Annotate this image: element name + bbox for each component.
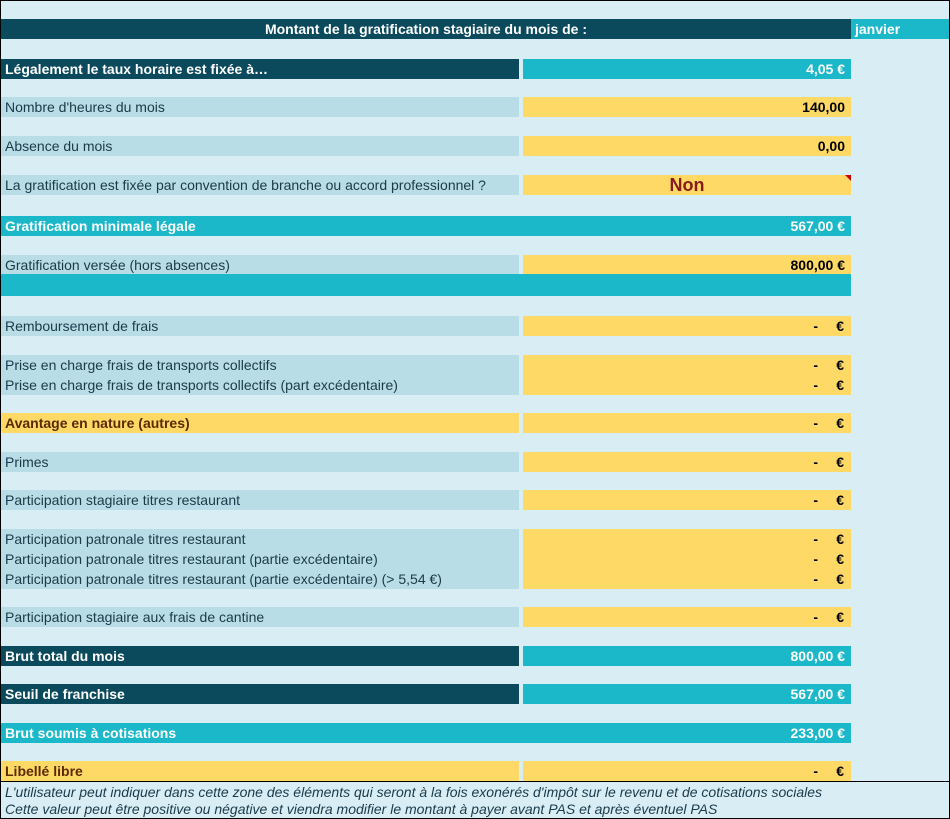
label-tr-patronale: Participation patronale titres restauran… <box>1 529 519 549</box>
month-cell[interactable]: janvier <box>851 19 949 39</box>
euro-sign: € <box>836 531 844 547</box>
input-avantage-nature[interactable]: - € <box>523 413 851 433</box>
comment-indicator-icon[interactable] <box>845 175 851 181</box>
input-libelle-libre[interactable]: - € <box>523 761 851 781</box>
value-gratification-minimale: 567,00 € <box>523 216 851 236</box>
convention-value: Non <box>669 175 705 195</box>
input-primes[interactable]: - € <box>523 452 851 472</box>
euro-sign: € <box>836 571 844 587</box>
dash: - <box>813 318 818 334</box>
input-tr-stagiaire[interactable]: - € <box>523 490 851 510</box>
label-transports-excedent: Prise en charge frais de transports coll… <box>1 375 519 395</box>
label-gratification-minimale: Gratification minimale légale <box>1 216 523 236</box>
select-convention[interactable]: Non <box>523 175 851 195</box>
input-transports[interactable]: - € <box>523 355 851 375</box>
label-taux-horaire: Légalement le taux horaire est fixée à… <box>1 59 519 79</box>
input-tr-patronale[interactable]: - € <box>523 529 851 549</box>
dash: - <box>813 377 818 393</box>
value-seuil-franchise: 567,00 € <box>523 684 851 704</box>
euro-sign: € <box>836 454 844 470</box>
label-remboursement-frais: Remboursement de frais <box>1 316 519 336</box>
label-absence: Absence du mois <box>1 136 519 156</box>
label-cantine: Participation stagiaire aux frais de can… <box>1 607 519 627</box>
dash: - <box>813 492 818 508</box>
label-heures: Nombre d'heures du mois <box>1 97 519 117</box>
label-gratification-versee: Gratification versée (hors absences) <box>1 255 519 275</box>
label-avantage-nature: Avantage en nature (autres) <box>1 413 519 433</box>
value-brut-cotisations: 233,00 € <box>523 723 851 743</box>
separator-band <box>1 274 851 296</box>
label-tr-patronale-excedent-554: Participation patronale titres restauran… <box>1 569 519 589</box>
value-brut-total: 800,00 € <box>523 646 851 666</box>
label-convention: La gratification est fixée par conventio… <box>1 175 519 195</box>
dash: - <box>813 763 818 779</box>
note-line-1: L'utilisateur peut indiquer dans cette z… <box>5 784 823 800</box>
label-libelle-libre[interactable]: Libellé libre <box>1 761 519 781</box>
dash: - <box>813 609 818 625</box>
label-brut-cotisations: Brut soumis à cotisations <box>1 723 523 743</box>
note-line-2: Cette valeur peut être positive ou négat… <box>5 801 718 817</box>
info-note: L'utilisateur peut indiquer dans cette z… <box>1 781 949 818</box>
input-remboursement-frais[interactable]: - € <box>523 316 851 336</box>
dash: - <box>813 551 818 567</box>
dash: - <box>813 571 818 587</box>
value-tr-patronale-excedent: - € <box>523 549 851 569</box>
input-heures[interactable]: 140,00 <box>523 97 851 117</box>
sheet-title: Montant de la gratification stagiaire du… <box>1 19 851 39</box>
label-tr-patronale-excedent: Participation patronale titres restauran… <box>1 549 519 569</box>
label-seuil-franchise: Seuil de franchise <box>1 684 519 704</box>
dash: - <box>813 454 818 470</box>
value-taux-horaire[interactable]: 4,05 € <box>523 59 851 79</box>
euro-sign: € <box>836 551 844 567</box>
label-transports: Prise en charge frais de transports coll… <box>1 355 519 375</box>
dash: - <box>813 357 818 373</box>
value-tr-patronale-excedent-554: - € <box>523 569 851 589</box>
input-gratification-versee[interactable]: 800,00 € <box>523 255 851 275</box>
dash: - <box>813 415 818 431</box>
euro-sign: € <box>836 377 844 393</box>
input-cantine[interactable]: - € <box>523 607 851 627</box>
label-tr-stagiaire: Participation stagiaire titres restauran… <box>1 490 519 510</box>
label-brut-total: Brut total du mois <box>1 646 519 666</box>
label-primes: Primes <box>1 452 519 472</box>
dash: - <box>813 531 818 547</box>
value-transports-excedent: - € <box>523 375 851 395</box>
euro-sign: € <box>836 492 844 508</box>
euro-sign: € <box>836 318 844 334</box>
euro-sign: € <box>836 415 844 431</box>
euro-sign: € <box>836 763 844 779</box>
input-absence[interactable]: 0,00 <box>523 136 851 156</box>
euro-sign: € <box>836 357 844 373</box>
euro-sign: € <box>836 609 844 625</box>
